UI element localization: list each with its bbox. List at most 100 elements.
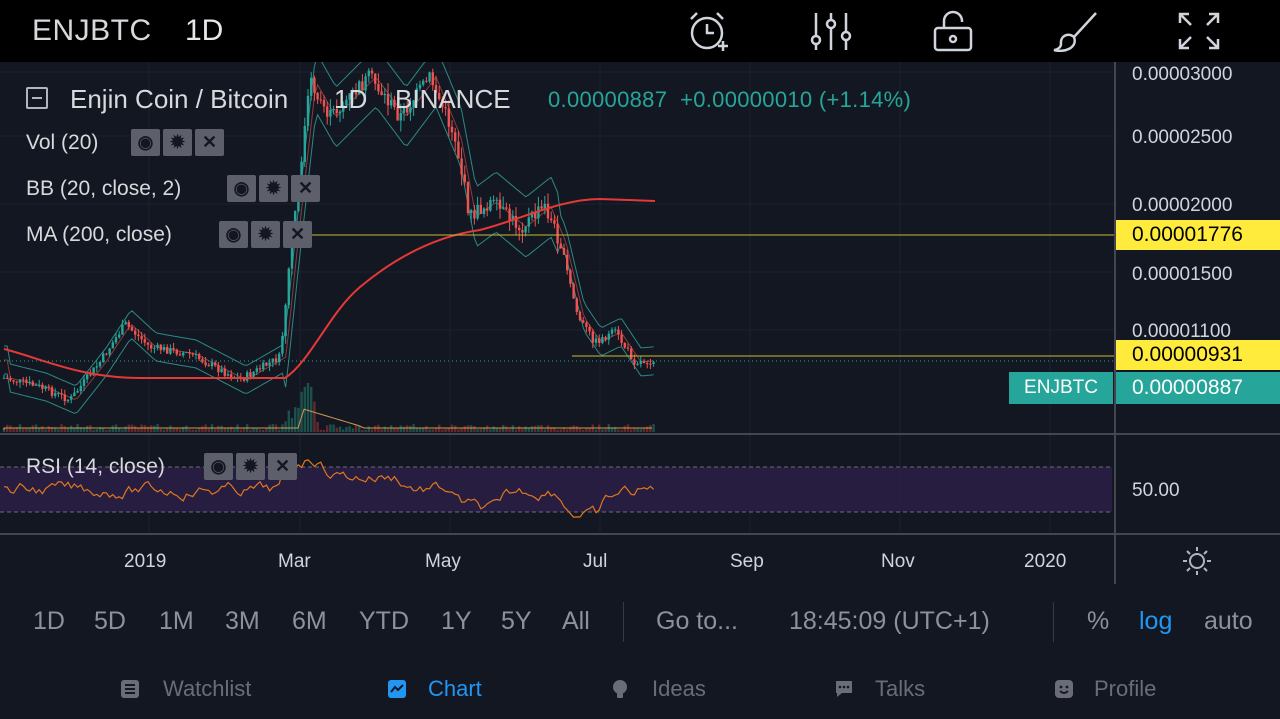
unlock-icon[interactable] [930,10,976,52]
volume-bar [601,429,604,432]
candle-body [473,210,476,219]
eye-icon[interactable]: ◉ [131,129,160,156]
candle-body [130,327,134,331]
candle-body [41,384,44,389]
range-5y-button[interactable]: 5Y [501,607,532,635]
candle-body [54,393,57,396]
indicator-vol-label[interactable]: Vol (20) [26,131,99,154]
moving-average-line [3,197,656,379]
gear-icon[interactable]: ✹ [251,221,280,248]
close-icon[interactable]: ✕ [268,453,297,480]
gear-icon[interactable]: ✹ [163,129,192,156]
volume-bar [172,427,175,432]
indicator-ma-label[interactable]: MA (200, close) [26,223,172,246]
alarm-add-icon[interactable] [686,10,732,52]
range-all-button[interactable]: All [562,607,590,635]
candle-body [617,329,620,335]
candle-body [482,208,486,214]
candle-body [79,385,82,392]
symbol-last-price-tag: ENJBTC [1009,372,1113,404]
candle-body [406,107,409,113]
clock-timezone[interactable]: 18:45:09 (UTC+1) [789,607,990,635]
chart-grid [0,62,1115,532]
horizontal-line-price-label[interactable]: 0.00000931 [1116,340,1280,370]
gear-icon[interactable]: ✹ [236,453,265,480]
volume-bar [418,428,422,432]
candle-body [438,93,441,100]
drawing-brush-icon[interactable] [1052,10,1098,52]
volume-bar [98,427,102,432]
close-icon[interactable]: ✕ [283,221,312,248]
range-5d-button[interactable]: 5D [94,607,126,635]
eye-icon[interactable]: ◉ [204,453,233,480]
candlesticks [2,67,655,406]
volume-bar [566,429,569,432]
watchlist-icon[interactable] [120,679,140,699]
range-3m-button[interactable]: 3M [225,607,260,635]
volume-bar [498,428,502,432]
legend-collapse-button[interactable] [26,87,48,109]
auto-scale-toggle[interactable]: auto [1204,607,1253,635]
indicator-bb-label[interactable]: BB (20, close, 2) [26,177,182,200]
volume-bar [473,425,476,432]
candle-body [386,93,390,106]
candle-body [649,363,652,365]
goto-button[interactable]: Go to... [656,607,738,635]
candle-body [47,386,50,388]
range-6m-button[interactable]: 6M [292,607,327,635]
volume-bar [223,427,226,432]
time-tick: Jul [583,551,608,572]
candle-body [182,352,185,356]
candle-body [50,387,54,396]
candle-body [9,378,12,381]
volume-bar [374,425,377,432]
candle-body [310,77,313,96]
horizontal-line-price-label[interactable]: 0.00001776 [1116,220,1280,250]
eye-icon[interactable]: ◉ [219,221,248,248]
volume-bar [150,425,153,432]
talks-icon[interactable] [834,679,854,699]
candle-body [38,384,41,386]
candle-body [630,348,633,360]
chart-settings-icon[interactable] [1182,546,1212,576]
gear-icon[interactable]: ✹ [259,175,288,202]
ideas-icon[interactable] [610,679,630,699]
range-1d-button[interactable]: 1D [33,607,65,635]
range-1y-button[interactable]: 1Y [441,607,472,635]
log-scale-toggle[interactable]: log [1139,607,1173,635]
candle-body [428,72,431,82]
volume-bar [201,426,204,432]
volume-bar [207,428,210,432]
tab-profile[interactable]: Profile [1094,676,1157,701]
eye-icon[interactable]: ◉ [227,175,256,202]
candle-body [2,377,6,379]
volume-bar [502,425,505,432]
candle-body [89,374,92,376]
volume-bar [44,429,47,432]
indicator-rsi-label[interactable]: RSI (14, close) [26,455,165,478]
price-chart[interactable] [0,62,1280,584]
tab-watchlist[interactable]: Watchlist [163,676,252,701]
volume-bar [265,428,268,432]
percent-scale-toggle[interactable]: % [1087,607,1110,635]
candle-body [390,100,393,106]
timeframe-button[interactable]: 1D [185,14,224,47]
candle-body [66,399,70,402]
candle-body [76,391,79,393]
candle-body [220,368,223,373]
close-icon[interactable]: ✕ [291,175,320,202]
range-ytd-button[interactable]: YTD [359,607,409,635]
tab-talks[interactable]: Talks [875,676,926,701]
range-1m-button[interactable]: 1M [159,607,194,635]
volume-bar [175,427,178,432]
symbol-button[interactable]: ENJBTC [32,14,152,47]
profile-icon[interactable] [1054,679,1074,699]
chart-icon[interactable] [387,679,407,699]
tab-ideas[interactable]: Ideas [652,676,706,701]
indicators-icon[interactable] [808,10,854,52]
tab-chart[interactable]: Chart [428,676,482,701]
close-icon[interactable]: ✕ [195,129,224,156]
candle-body [313,77,316,93]
fullscreen-icon[interactable] [1176,10,1222,52]
bb-upper [4,62,654,386]
